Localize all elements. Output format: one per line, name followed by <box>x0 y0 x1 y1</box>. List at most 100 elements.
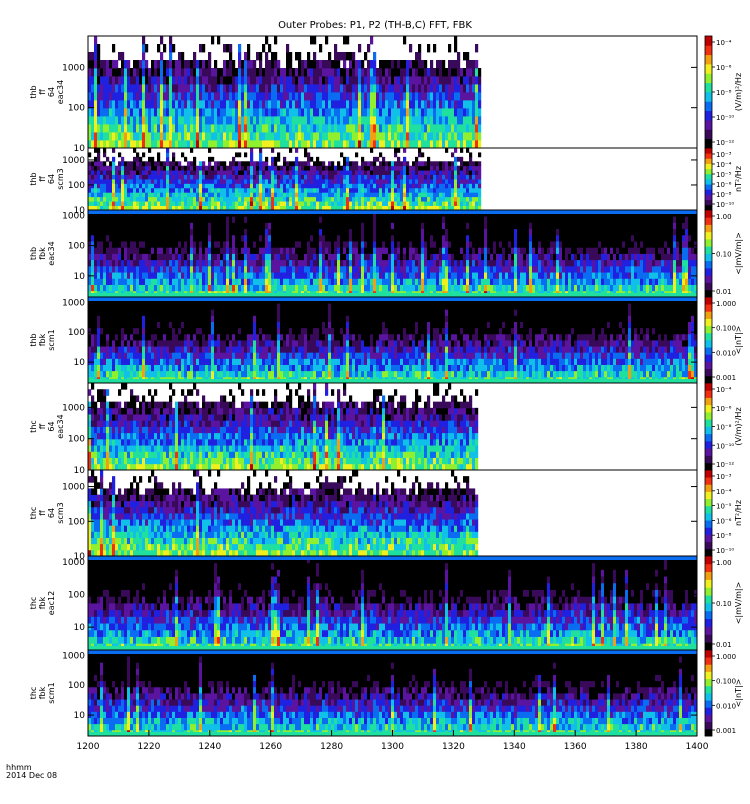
colorbar-tick-label: 10⁻⁴ <box>716 488 732 496</box>
spectrogram-thc-ff-eac34 <box>88 383 478 470</box>
panel-ylabel: eac34 <box>56 414 65 438</box>
panel-ylabel: thb <box>29 247 38 260</box>
colorbar-label: <|nT|> <box>734 326 743 355</box>
colorbar-tick-label: 0.01 <box>716 641 732 649</box>
colorbar-label: <|mV/m|> <box>734 232 743 275</box>
colorbar-tick-label: 10⁻⁶ <box>716 517 732 525</box>
colorbar-tick-label: 10⁻¹⁰ <box>716 201 734 209</box>
colorbar-tick-label: 10⁻⁵ <box>716 171 732 179</box>
x-tick-label: 1320 <box>442 742 465 752</box>
panel-ylabel: scm1 <box>47 329 56 350</box>
y-tick-label: 100 <box>68 104 85 114</box>
y-tick-label: 1000 <box>62 63 85 73</box>
y-tick-label: 10 <box>74 144 86 154</box>
colorbar-tick-label: 10⁻⁶ <box>716 405 732 413</box>
x-tick-label: 1300 <box>381 742 404 752</box>
date-label: 2014 Dec 08 <box>6 771 57 780</box>
colorbar-tick-label: 10⁻⁴ <box>716 161 732 169</box>
x-tick-label: 1200 <box>77 742 100 752</box>
panel-ylabel: thb <box>29 85 38 98</box>
panel-ylabel: 64 <box>47 421 56 431</box>
y-tick-label: 1000 <box>62 211 85 221</box>
colorbar-tick-label: 10⁻⁶ <box>716 181 732 189</box>
colorbar-tick-label: 10⁻³ <box>716 473 732 481</box>
y-tick-label: 100 <box>68 517 85 527</box>
colorbar-tick-label: 1.00 <box>716 559 732 567</box>
panel-ylabel: thc <box>29 507 38 520</box>
colorbar-tick-label: 1.000 <box>716 653 736 661</box>
panel-ylabel: fbk <box>38 333 47 346</box>
spectrogram-thc-ff-scm3 <box>88 470 478 556</box>
colorbar-tick-label: 10⁻⁸ <box>716 89 732 97</box>
panel-ylabel: 64 <box>47 174 56 184</box>
colorbar-tick-label: 0.001 <box>716 374 736 382</box>
spectrogram-thb-ff-eac34 <box>88 36 481 148</box>
x-tick-label: 1380 <box>625 742 648 752</box>
colorbar-label: (V/m)²/Hz <box>734 407 743 445</box>
colorbar-thb-fbk-eac34: 1.000.100.01<|mV/m|> <box>705 210 743 297</box>
colorbar-tick-label: 10⁻⁸ <box>716 532 732 540</box>
colorbar-tick-label: 0.001 <box>716 727 736 735</box>
x-tick-label: 1260 <box>259 742 282 752</box>
x-tick-label: 1220 <box>137 742 160 752</box>
colorbar-tick-label: 10⁻⁸ <box>716 424 732 432</box>
colorbar-label: nT²/Hz <box>734 500 743 526</box>
spectrogram-thb-fbk-scm1 <box>88 297 697 383</box>
panel-ylabel: scm3 <box>56 502 65 523</box>
colorbar-label: <|mV/m|> <box>734 582 743 625</box>
spectrogram-thc-fbk-scm1 <box>88 650 697 736</box>
panel-ylabel: thc <box>29 687 38 700</box>
y-tick-label: 10 <box>74 711 86 721</box>
x-tick-label: 1340 <box>503 742 526 752</box>
spectrogram-thc-fbk-eac12 <box>88 556 697 650</box>
colorbar-tick-label: 10⁻¹⁰ <box>716 442 734 450</box>
panel-ylabel: fbk <box>38 247 47 260</box>
panel-ylabel: thc <box>29 597 38 610</box>
panel-ylabel: ff <box>38 510 47 516</box>
panel-ylabel: thb <box>29 333 38 346</box>
panel-ylabel: thb <box>29 172 38 185</box>
panel-ylabel: scm1 <box>47 682 56 703</box>
y-tick-label: 100 <box>68 242 85 252</box>
figure-title: Outer Probes: P1, P2 (TH-B,C) FFT, FBK <box>0 20 750 31</box>
panel-ylabel: ff <box>38 423 47 429</box>
colorbar-label: <|nT|> <box>734 679 743 708</box>
spectrogram-thb-fbk-eac34 <box>88 210 697 297</box>
colorbar-tick-label: 10⁻⁴ <box>716 39 732 47</box>
colorbar-tick-label: 10⁻³ <box>716 151 732 159</box>
panel-ylabel: 64 <box>47 508 56 518</box>
x-tick-label: 1280 <box>320 742 343 752</box>
colorbar-label: (V/m)²/Hz <box>734 73 743 111</box>
x-tick-label: 1400 <box>686 742 709 752</box>
y-tick-label: 100 <box>68 681 85 691</box>
y-tick-label: 100 <box>68 435 85 445</box>
colorbar-tick-label: 1.00 <box>716 213 732 221</box>
spectrogram-thb-ff-scm3 <box>88 148 481 210</box>
panel-ylabel: eac34 <box>56 80 65 104</box>
panel-ylabel: scm3 <box>56 168 65 189</box>
y-tick-label: 100 <box>68 590 85 600</box>
panel-ylabel: ff <box>38 176 47 182</box>
y-tick-label: 1000 <box>62 558 85 568</box>
x-tick-label: 1240 <box>198 742 221 752</box>
colorbar-tick-label: 10⁻¹² <box>716 139 734 147</box>
y-tick-label: 1000 <box>62 156 85 166</box>
panel-ylabel: fbk <box>38 686 47 699</box>
y-tick-label: 100 <box>68 181 85 191</box>
panel-ylabel: eac12 <box>47 591 56 615</box>
panel-ylabel: fbk <box>38 596 47 609</box>
